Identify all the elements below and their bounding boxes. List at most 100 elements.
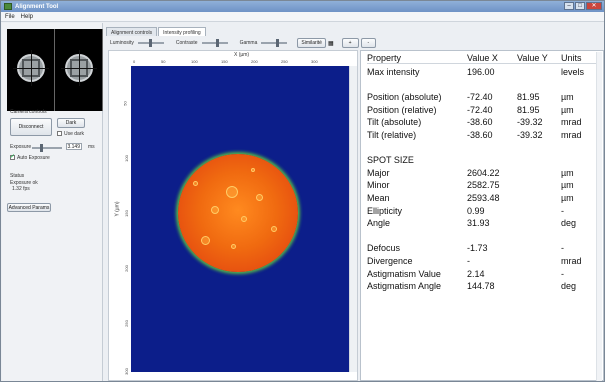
cell-property: Max intensity — [367, 67, 420, 77]
table-row[interactable]: Position (relative) -72.40 81.95 µm — [367, 105, 601, 116]
cell-property: Position (absolute) — [367, 92, 442, 103]
cell-units — [561, 155, 601, 166]
cell-value-y — [517, 193, 561, 204]
table-scrollbar[interactable] — [596, 52, 602, 381]
table-row[interactable]: Ellipticity 0.99 - — [367, 206, 601, 217]
x-axis-title: X (µm) — [234, 52, 250, 58]
tab-bar: Alignment controls Intensity profiling — [106, 27, 206, 37]
grid-icon[interactable]: ▦ — [327, 40, 334, 47]
table-row[interactable]: Defocus -1.73 - — [367, 243, 601, 254]
cell-value-y — [517, 256, 561, 267]
table-row[interactable]: Tilt (absolute) -38.60 -39.32 mrad — [367, 117, 601, 128]
use-dark-label: Use dark — [64, 131, 85, 137]
header-units[interactable]: Units — [561, 53, 582, 63]
contrast-slider-knob[interactable] — [215, 39, 219, 47]
table-row[interactable]: Mean 2593.48 µm — [367, 193, 601, 204]
dark-button[interactable]: Dark — [57, 118, 85, 128]
gamma-slider[interactable] — [261, 39, 288, 47]
properties-table: Property Value X Value Y Units Max inten… — [360, 50, 604, 381]
cell-value-y: -39.32 — [517, 130, 543, 140]
x-tick: 200 — [251, 59, 258, 64]
table-row[interactable]: Tilt (relative) -38.60 -39.32 mrad — [367, 130, 601, 141]
similarity-button[interactable]: Similarité — [297, 38, 326, 48]
table-row[interactable] — [367, 80, 601, 91]
cell-units: - — [561, 243, 564, 254]
cell-units: - — [561, 205, 564, 216]
beam-intensity-image[interactable] — [131, 66, 349, 372]
disconnect-button[interactable]: Disconnect — [10, 118, 52, 136]
cell-units — [561, 231, 601, 242]
cell-value-y — [517, 231, 561, 242]
table-row[interactable]: Astigmatism Value 2.14 - — [367, 269, 601, 280]
cell-property: Tilt (absolute) — [367, 117, 422, 128]
crosshair-v-line — [79, 50, 80, 86]
cell-units — [561, 80, 601, 91]
cell-property: Position (relative) — [367, 104, 437, 115]
table-row[interactable]: Minor 2582.75 µm — [367, 180, 601, 191]
table-row[interactable]: Divergence - mrad — [367, 256, 601, 267]
table-row[interactable]: Angle 31.93 deg — [367, 218, 601, 229]
cell-value-x: 31.93 — [467, 218, 490, 229]
camera-previews — [7, 29, 103, 111]
camera-preview-left[interactable] — [7, 29, 55, 111]
cell-value-x: -72.40 — [467, 104, 493, 115]
cell-units: mrad — [561, 117, 582, 128]
cell-property — [367, 80, 467, 91]
beam-speckle — [201, 236, 210, 245]
beam-speckle — [256, 194, 263, 201]
table-row[interactable]: Position (absolute) -72.40 81.95 µm — [367, 92, 601, 103]
app-icon — [4, 3, 12, 10]
image-scrollbar[interactable] — [349, 66, 357, 372]
table-row[interactable]: SPOT SIZE — [367, 155, 601, 166]
menu-file[interactable]: File — [5, 13, 15, 20]
tab-intensity-profiling[interactable]: Intensity profiling — [158, 27, 206, 36]
cell-units: µm — [561, 193, 574, 203]
tab-alignment-controls[interactable]: Alignment controls — [106, 27, 158, 36]
use-dark-checkbox[interactable] — [57, 131, 62, 136]
gamma-slider-knob[interactable] — [276, 39, 280, 47]
header-value-y[interactable]: Value Y — [517, 53, 548, 63]
zoom-in-button[interactable]: + — [341, 38, 359, 48]
cell-value-y — [517, 269, 561, 280]
luminosity-slider[interactable] — [137, 39, 164, 47]
header-property[interactable]: Property — [367, 53, 402, 63]
x-tick: 150 — [221, 59, 228, 64]
camera-preview-right[interactable] — [55, 29, 103, 111]
close-button[interactable]: ✕ — [586, 2, 602, 10]
x-tick: 50 — [161, 59, 166, 64]
y-tick: 150 — [123, 210, 129, 217]
cell-value-x: -38.60 — [467, 130, 493, 140]
table-row[interactable]: Major 2604.22 µm — [367, 168, 601, 179]
contrast-slider[interactable] — [201, 39, 228, 47]
table-row[interactable] — [367, 231, 601, 242]
beam-speckle — [193, 181, 198, 186]
cell-value-y — [517, 67, 561, 78]
exposure-slider-knob[interactable] — [40, 144, 43, 152]
cell-units: - — [561, 268, 564, 279]
cell-value-x — [467, 155, 517, 166]
cell-value-x: 144.78 — [467, 281, 495, 292]
exposure-slider[interactable] — [32, 144, 62, 152]
menu-help[interactable]: Help — [20, 13, 34, 20]
table-row[interactable]: Astigmatism Angle 144.78 deg — [367, 281, 601, 292]
cell-property: Major — [367, 167, 390, 178]
y-axis-title: Y (µm) — [114, 201, 121, 217]
auto-exposure-checkbox[interactable] — [10, 153, 15, 160]
table-row[interactable] — [367, 143, 601, 154]
maximize-button[interactable]: □ — [575, 2, 585, 10]
zoom-out-button[interactable]: - — [360, 38, 377, 48]
beam-spot — [178, 154, 298, 272]
header-value-x[interactable]: Value X — [467, 53, 498, 63]
luminosity-slider-knob[interactable] — [148, 39, 152, 47]
exposure-spinbox[interactable]: 3.149 — [66, 143, 82, 150]
cell-value-y — [517, 218, 561, 229]
table-row[interactable]: Max intensity 196.00 levels — [367, 67, 601, 78]
cell-value-y — [517, 281, 561, 292]
minimize-button[interactable]: – — [564, 2, 574, 10]
beam-speckle — [251, 168, 255, 172]
advanced-params-button[interactable]: Advanced Params — [7, 203, 51, 212]
cell-property: Ellipticity — [367, 205, 403, 216]
main-area: Alignment controls Intensity profiling L… — [104, 23, 604, 381]
cell-property: Mean — [367, 193, 390, 203]
cell-value-x: 2582.75 — [467, 180, 500, 191]
